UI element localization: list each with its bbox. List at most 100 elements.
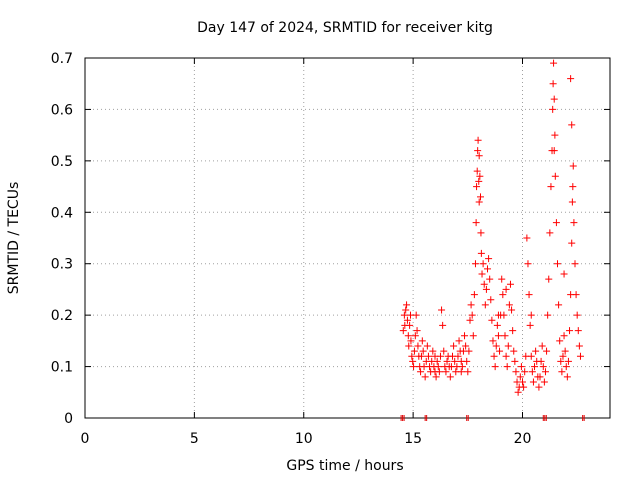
data-point: [484, 265, 491, 273]
data-point: [505, 301, 513, 309]
data-point: [451, 357, 459, 365]
data-point: [432, 373, 440, 381]
data-point: [551, 172, 559, 180]
data-point: [573, 311, 581, 319]
data-point: [468, 311, 476, 319]
data-point: [399, 327, 407, 335]
data-point: [458, 363, 466, 371]
data-point: [537, 357, 545, 365]
data-point: [412, 311, 420, 319]
data-point: [571, 260, 579, 268]
data-point: [555, 301, 563, 309]
data-point: [511, 357, 519, 365]
data-point: [527, 352, 535, 360]
data-point: [474, 147, 482, 155]
data-point: [549, 105, 557, 113]
data-point: [419, 347, 427, 355]
data-point: [499, 291, 507, 299]
data-point: [516, 373, 524, 381]
data-point: [490, 352, 498, 360]
data-point: [519, 378, 526, 386]
data-point: [406, 321, 414, 329]
data-point: [544, 311, 552, 319]
data-point: [410, 363, 418, 371]
data-point: [424, 352, 432, 360]
data-point: [531, 363, 539, 371]
data-point: [569, 183, 577, 191]
data-point: [477, 229, 485, 237]
data-point: [475, 177, 483, 185]
data-point: [478, 270, 486, 278]
y-tick-label: 0.4: [51, 205, 73, 221]
data-point: [414, 342, 422, 350]
data-point: [562, 363, 570, 371]
data-point: [408, 352, 416, 360]
data-point: [480, 280, 488, 288]
data-point: [409, 357, 417, 365]
data-point: [556, 337, 564, 345]
data-point: [568, 121, 576, 129]
data-point: [561, 347, 569, 355]
data-point: [462, 342, 470, 350]
data-point: [572, 291, 580, 299]
data-point: [503, 363, 511, 371]
data-point: [417, 368, 425, 376]
data-point: [523, 234, 531, 242]
y-tick-label: 0.3: [51, 257, 73, 273]
data-point: [550, 147, 558, 155]
data-point: [491, 363, 499, 371]
data-point: [498, 275, 506, 283]
data-point: [477, 193, 484, 201]
plot-frame: [84, 57, 611, 419]
data-point: [576, 352, 584, 360]
data-point: [475, 152, 483, 160]
data-point: [442, 368, 450, 376]
data-point: [402, 306, 410, 314]
data-point: [404, 332, 412, 340]
data-point: [464, 368, 472, 376]
data-point: [482, 285, 490, 293]
data-point: [520, 383, 528, 391]
y-tick-label: 0: [64, 411, 73, 427]
x-tick-label: 5: [190, 431, 199, 447]
data-points: [399, 59, 584, 396]
data-point: [466, 316, 474, 324]
data-point: [471, 260, 479, 268]
data-point: [489, 337, 497, 345]
data-point: [433, 357, 441, 365]
x-tick-label: 0: [81, 431, 90, 447]
data-point: [407, 337, 415, 345]
data-point: [479, 260, 487, 268]
data-point: [557, 357, 565, 365]
data-point: [551, 131, 559, 139]
data-point: [473, 167, 481, 175]
data-point: [554, 260, 561, 268]
data-point: [527, 311, 535, 319]
data-point: [517, 363, 525, 371]
data-point: [549, 80, 557, 88]
data-point: [405, 342, 413, 350]
data-point: [508, 306, 516, 314]
data-point: [514, 388, 522, 396]
data-point: [532, 347, 540, 355]
data-point: [410, 347, 418, 355]
data-point: [494, 332, 502, 340]
x-axis-label: GPS time / hours: [286, 458, 403, 474]
data-point: [566, 327, 574, 335]
data-point: [457, 368, 465, 376]
y-axis-label: SRMTID / TECUs: [6, 182, 22, 295]
data-point: [481, 301, 489, 309]
data-point: [524, 260, 532, 268]
data-point: [413, 327, 421, 335]
data-point: [504, 342, 512, 350]
data-point: [475, 198, 483, 206]
data-point: [512, 368, 520, 376]
data-point: [446, 373, 454, 381]
data-point: [454, 352, 462, 360]
data-point: [509, 327, 517, 335]
data-point: [558, 368, 566, 376]
data-point: [569, 162, 577, 170]
data-point: [570, 219, 578, 227]
data-point: [496, 347, 504, 355]
